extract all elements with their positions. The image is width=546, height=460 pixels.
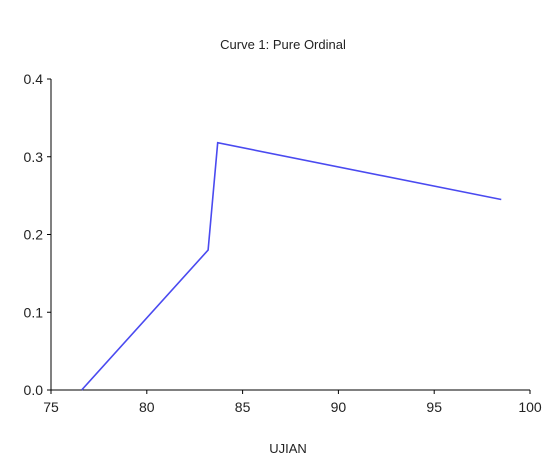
x-tick-label: 85: [235, 399, 251, 415]
x-tick-label: 95: [426, 399, 442, 415]
chart-title: Curve 1: Pure Ordinal: [220, 37, 346, 52]
x-ticks: 75 80 85 90 95 100: [43, 390, 542, 415]
series-line: [81, 141, 502, 391]
x-tick-label: 100: [518, 399, 542, 415]
y-tick-label: 0.0: [24, 382, 44, 398]
y-ticks: 0.0 0.1 0.2 0.3 0.4: [24, 71, 51, 398]
x-tick-label: 80: [139, 399, 155, 415]
y-tick-label: 0.2: [24, 227, 44, 243]
y-tick-label: 0.4: [24, 71, 44, 87]
x-tick-label: 75: [43, 399, 59, 415]
x-tick-label: 90: [331, 399, 347, 415]
y-tick-label: 0.1: [24, 304, 44, 320]
series-group: [81, 141, 502, 391]
y-tick-label: 0.3: [24, 149, 44, 165]
x-axis-label: UJIAN: [269, 441, 307, 456]
